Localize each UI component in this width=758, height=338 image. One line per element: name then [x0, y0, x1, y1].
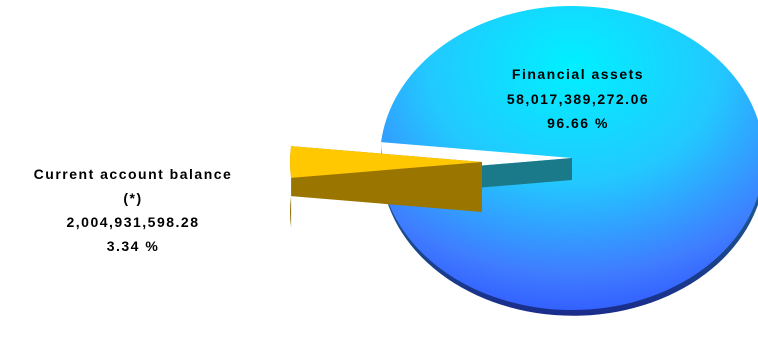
current-account-percent: 3.34 % [107, 238, 160, 254]
current-account-value: 2,004,931,598.28 [67, 214, 200, 230]
financial-assets-value: 58,017,389,272.06 [507, 91, 649, 107]
financial-assets-label: Financial assets [512, 66, 644, 82]
financial-assets-slice [381, 6, 758, 310]
current-account-label: Current account balance [34, 166, 233, 182]
current-account-slice [290, 146, 482, 178]
financial-assets-percent: 96.66 % [547, 115, 609, 131]
current-account-label-footnote: (*) [123, 190, 142, 206]
